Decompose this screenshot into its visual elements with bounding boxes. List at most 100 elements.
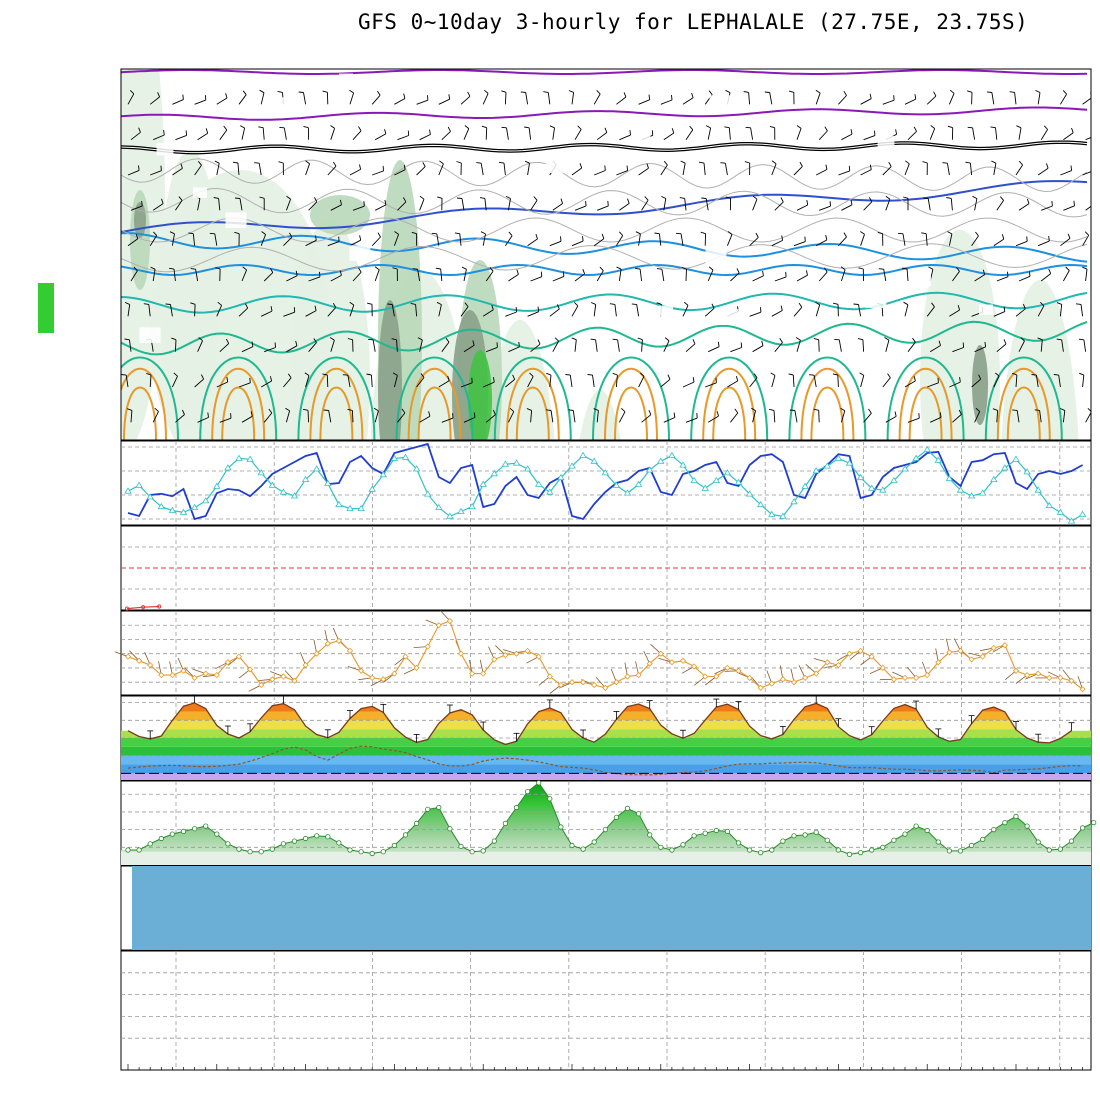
wind-barb (486, 346, 498, 353)
rh2m-point (935, 839, 941, 845)
wind10-point (1057, 674, 1064, 681)
thickness-point (301, 475, 310, 482)
wind-barb-flag (949, 89, 955, 94)
wind10-barb (595, 677, 606, 689)
wind-barb-flag (667, 374, 671, 380)
wind-barb (615, 374, 618, 388)
wind-barb-flag (1075, 303, 1082, 305)
wind-barb-flag (332, 302, 337, 308)
wind-barb-flag (832, 373, 838, 376)
wind-barb (907, 417, 920, 423)
wind-barb-flag (809, 374, 815, 376)
wind-barb-flag (959, 377, 961, 383)
thickness-point (856, 473, 865, 481)
wind-barb (194, 378, 204, 388)
wind10-point (513, 650, 520, 657)
wind-barb-flag (656, 302, 662, 305)
wind-barb-flag (347, 408, 353, 411)
rh2m-point (180, 828, 187, 835)
wind-barb (327, 241, 340, 247)
wind10-barb (248, 684, 262, 692)
wind-barb-flag (403, 197, 407, 203)
wind-barb-flag (180, 163, 183, 169)
rh-shading (378, 300, 402, 440)
temperature-contour (121, 232, 1088, 263)
rh2m-point (658, 844, 664, 850)
thickness-point (956, 486, 965, 493)
rh2m-point (147, 841, 153, 847)
wind10-point (779, 676, 786, 683)
wind-barb (680, 233, 684, 246)
wind-barb-flag (518, 341, 520, 347)
wind-barb-flag (903, 301, 909, 306)
wind-barb (349, 304, 355, 317)
wind-barb-flag (169, 267, 175, 270)
rh2m-point (314, 833, 320, 839)
wind-barb (308, 201, 318, 211)
wind-barb (663, 417, 675, 423)
wind-barb (1082, 171, 1091, 176)
wind10-point (269, 676, 276, 683)
wind10-point (802, 674, 809, 681)
wind-barb (639, 269, 643, 282)
wind-barb-flag (138, 127, 141, 133)
wind-barb-flag (489, 267, 494, 272)
temperature-contour (121, 106, 1088, 121)
wind-barb-flag (607, 200, 609, 206)
wind-barb (838, 236, 847, 247)
wind-barb-flag (535, 234, 538, 240)
wind-barb (327, 307, 337, 317)
rh2m-point (436, 804, 442, 811)
wind-barb-flag (708, 266, 714, 271)
wind-barb-flag (1031, 374, 1037, 376)
wind-barb-flag (912, 337, 916, 343)
wind-barb (948, 233, 953, 246)
wind-barb-flag (691, 92, 694, 98)
wind-barb (1041, 205, 1053, 211)
wind-barb-flag (648, 410, 652, 415)
wind-barb (572, 410, 576, 423)
thickness-point (923, 445, 931, 453)
wind-barb-flag (124, 338, 130, 341)
wind-barb-flag (991, 160, 997, 164)
wind-barb-flag (322, 90, 328, 93)
wind-barb-flag (339, 270, 342, 276)
thickness-point (401, 453, 410, 460)
wind-barb-flag (261, 231, 266, 235)
thickness-point (213, 482, 221, 489)
thickness-point (512, 459, 521, 466)
thickness-point (368, 485, 376, 492)
wind-barb-flag (751, 407, 756, 412)
wind-barb (614, 304, 617, 317)
wind-barb (818, 271, 828, 282)
wind-barb-flag (259, 196, 265, 199)
wind-barb-flag (609, 303, 615, 305)
warm-contour (121, 367, 167, 440)
wind-barb (216, 97, 228, 105)
wind-barb-flag (1016, 125, 1022, 129)
wind10-barb (549, 684, 562, 694)
wind-barb-flag (499, 161, 505, 164)
rh2m-point (136, 847, 142, 853)
wind10-barb (215, 661, 229, 670)
thickness-point (546, 488, 554, 495)
wind-barb-flag (612, 338, 618, 341)
wind-barb-flag (780, 197, 784, 203)
wind-barb (550, 410, 554, 423)
wind-barb-flag (277, 90, 283, 93)
wind-barb (238, 94, 247, 105)
wind-barb-flag (967, 126, 973, 129)
warm-contour (515, 386, 550, 440)
wind-barb-flag (1026, 198, 1030, 204)
wind-barb (174, 339, 177, 352)
wind10-point (224, 659, 231, 666)
wind-barb (549, 375, 552, 388)
wind-barb (774, 342, 783, 352)
wind-barb-flag (853, 303, 859, 305)
wind-barb (571, 167, 582, 176)
temperature-area (121, 702, 1091, 780)
rh2m-point (802, 832, 808, 838)
wind-barb-flag (154, 407, 159, 412)
wind-barb-flag (1001, 234, 1005, 240)
wind-barb (130, 131, 141, 141)
